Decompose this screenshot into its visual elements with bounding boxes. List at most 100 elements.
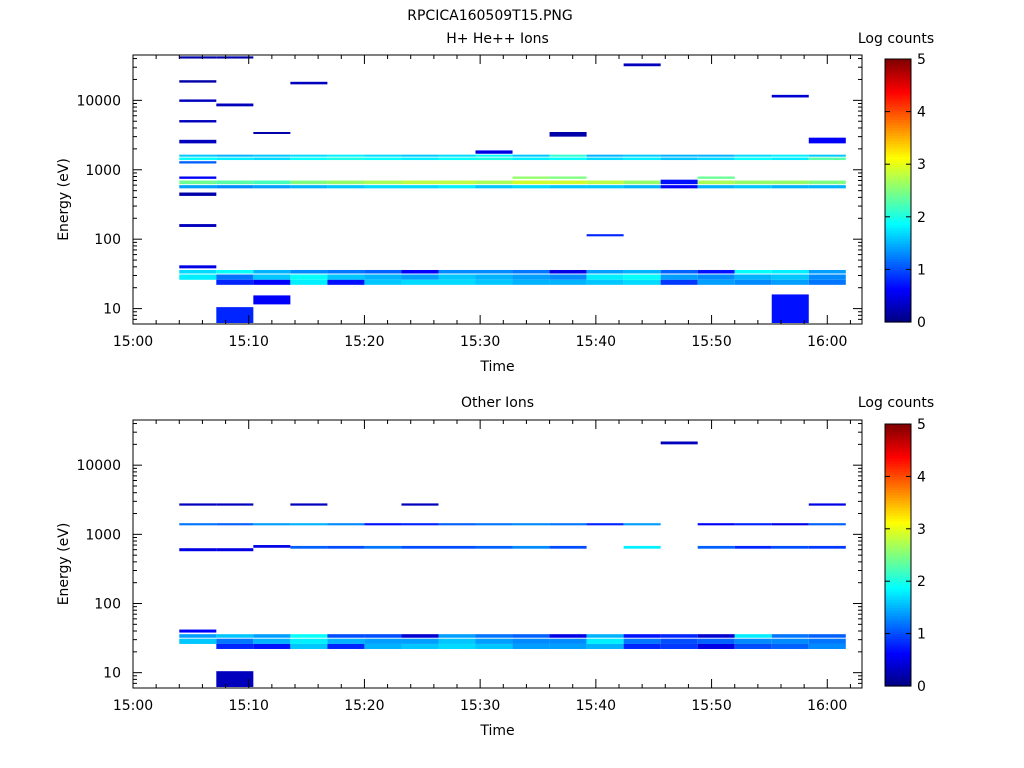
y-tick-label: 1000 xyxy=(85,163,121,179)
heatmap-cell xyxy=(179,161,217,164)
heatmap-cell xyxy=(771,180,809,185)
heatmap-cell xyxy=(401,185,439,189)
heatmap-cell xyxy=(549,154,587,157)
heatmap-cell xyxy=(475,154,513,157)
heatmap-cell xyxy=(660,634,698,638)
heatmap-cell xyxy=(512,269,550,274)
heatmap-cell xyxy=(808,279,846,285)
heatmap-cell xyxy=(734,154,772,157)
heatmap-cell xyxy=(216,503,254,506)
heatmap-cell xyxy=(549,643,587,649)
colorbar-tick-label: 2 xyxy=(917,210,926,226)
heatmap-cell xyxy=(697,274,735,280)
heatmap-cell xyxy=(697,523,735,526)
x-tick-label: 15:00 xyxy=(113,334,153,350)
heatmap-cell xyxy=(438,274,476,280)
heatmap-cell xyxy=(512,643,550,649)
heatmap-cell xyxy=(808,503,846,506)
x-tick-label: 15:20 xyxy=(344,698,384,714)
heatmap-cell xyxy=(401,643,439,649)
heatmap-cell xyxy=(623,157,661,161)
heatmap-cell xyxy=(216,634,254,638)
colorbar-tick-label: 4 xyxy=(917,469,926,485)
heatmap-cell xyxy=(660,185,698,189)
heatmap-cell xyxy=(438,634,476,638)
heatmap-cell xyxy=(179,634,217,638)
heatmap-cell xyxy=(660,643,698,649)
heatmap-cell xyxy=(771,185,809,189)
bottom-y-axis: 10 100 1000 10000 xyxy=(76,423,862,689)
heatmap-cell xyxy=(438,545,476,549)
heatmap-cell xyxy=(623,185,661,189)
heatmap-cell xyxy=(586,154,624,157)
panel-bottom: Other Ions 15:00 15:10 15:20 15:30 15:40 15:50… xyxy=(56,395,934,739)
heatmap-cell xyxy=(327,523,365,526)
heatmap-cell xyxy=(364,185,402,189)
heatmap-cell xyxy=(401,634,439,638)
heatmap-cell xyxy=(253,185,291,189)
heatmap-cell xyxy=(327,634,365,638)
heatmap-cell xyxy=(253,634,291,638)
heatmap-cell xyxy=(216,154,254,157)
heatmap-cell xyxy=(549,274,587,280)
top-x-axis: 15:00 15:10 15:20 15:30 15:40 15:50 16:00 xyxy=(113,55,851,350)
heatmap-cell xyxy=(623,638,661,644)
heatmap-cell xyxy=(401,269,439,274)
heatmap-cell xyxy=(660,441,698,445)
heatmap-cell xyxy=(697,279,735,285)
heatmap-cell xyxy=(364,643,402,649)
heatmap-cell xyxy=(327,279,365,285)
heatmap-cell xyxy=(697,154,735,157)
heatmap-cell xyxy=(771,157,809,161)
heatmap-cell xyxy=(549,185,587,189)
heatmap-cell xyxy=(216,548,254,552)
heatmap-cell xyxy=(734,274,772,280)
heatmap-cell xyxy=(623,274,661,280)
heatmap-cell xyxy=(179,265,217,269)
heatmap-cell xyxy=(512,154,550,157)
colorbar-tick-label: 5 xyxy=(917,417,926,433)
heatmap-cell xyxy=(734,545,772,549)
heatmap-cell xyxy=(327,274,365,280)
heatmap-cell xyxy=(697,634,735,638)
heatmap-cell xyxy=(771,94,809,98)
heatmap-cell xyxy=(253,274,291,280)
heatmap-cell xyxy=(290,545,328,549)
heatmap-cell xyxy=(586,523,624,526)
heatmap-cell xyxy=(179,269,217,274)
heatmap-cell xyxy=(179,224,217,227)
bottom-heatmap-cells xyxy=(179,441,846,688)
heatmap-cell xyxy=(475,643,513,649)
heatmap-cell xyxy=(549,176,587,179)
heatmap-cell xyxy=(216,671,254,688)
heatmap-cell xyxy=(512,634,550,638)
heatmap-cell xyxy=(327,180,365,185)
colorbar-tick-label: 5 xyxy=(917,52,926,68)
heatmap-cell xyxy=(660,157,698,161)
heatmap-cell xyxy=(216,103,254,107)
heatmap-cell xyxy=(660,274,698,280)
colorbar-tick-label: 0 xyxy=(917,679,926,695)
top-y-axis-label: Energy (eV) xyxy=(56,158,72,241)
heatmap-cell xyxy=(475,545,513,549)
heatmap-cell xyxy=(216,307,254,324)
heatmap-cell xyxy=(327,157,365,161)
heatmap-cell xyxy=(290,154,328,157)
bottom-y-axis-label: Energy (eV) xyxy=(56,523,72,606)
heatmap-cell xyxy=(216,56,254,59)
heatmap-cell xyxy=(697,545,735,549)
heatmap-cell xyxy=(734,157,772,161)
heatmap-cell xyxy=(401,638,439,644)
heatmap-cell xyxy=(216,180,254,185)
heatmap-cell xyxy=(179,274,217,280)
heatmap-cell xyxy=(512,157,550,161)
heatmap-cell xyxy=(623,545,661,549)
x-tick-label: 15:40 xyxy=(576,334,616,350)
heatmap-cell xyxy=(475,150,513,154)
x-tick-label: 16:00 xyxy=(807,698,847,714)
heatmap-cell xyxy=(364,523,402,526)
heatmap-cell xyxy=(586,274,624,280)
heatmap-cell xyxy=(327,154,365,157)
heatmap-cell xyxy=(512,638,550,644)
heatmap-cell xyxy=(364,180,402,185)
